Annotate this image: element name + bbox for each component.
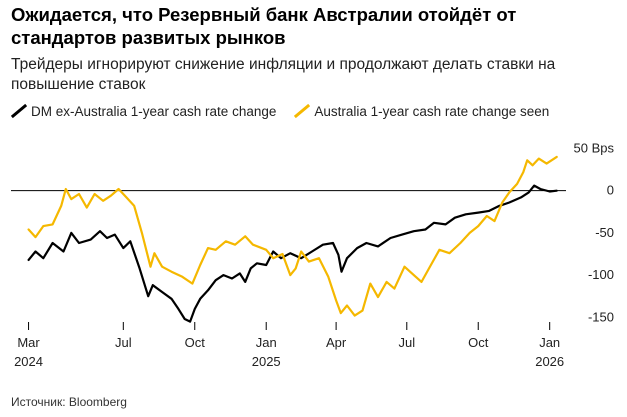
y-tick-label: -50 — [595, 225, 614, 240]
x-tick-label: Jul — [398, 335, 415, 350]
x-tick-label: Mar — [17, 335, 40, 350]
chart-title: Ожидается, что Резервный банк Австралии … — [11, 4, 517, 48]
x-tick-label: Oct — [468, 335, 489, 350]
chart-subtitle: Трейдеры игнорируют снижение инфляции и … — [11, 56, 556, 93]
legend-item-dm: DM ex-Australia 1-year cash rate change — [11, 103, 276, 119]
x-tick-label: Apr — [326, 335, 347, 350]
legend-swatch-dm — [11, 103, 27, 119]
x-tick-year-label: 2025 — [252, 354, 281, 369]
x-tick-year-label: 2026 — [535, 354, 564, 369]
series-line-dm — [27, 184, 558, 323]
x-tick-label: Oct — [185, 335, 206, 350]
series-line-australia — [27, 155, 558, 317]
y-tick-label: -150 — [588, 309, 614, 324]
x-tick-label: Jul — [115, 335, 132, 350]
legend: DM ex-Australia 1-year cash rate change … — [11, 100, 567, 122]
x-tick-label: Jan — [256, 335, 277, 350]
y-tick-label: 50 Bps — [574, 140, 615, 155]
legend-swatch-australia — [294, 103, 311, 119]
y-tick-label: 0 — [607, 183, 614, 198]
x-tick-year-label: 2024 — [14, 354, 43, 369]
source-note: Источник: Bloomberg — [11, 395, 127, 409]
legend-label-australia: Australia 1-year cash rate change seen — [314, 103, 550, 119]
y-tick-label: -100 — [588, 267, 614, 282]
legend-item-australia: Australia 1-year cash rate change seen — [294, 103, 549, 119]
legend-label-dm: DM ex-Australia 1-year cash rate change — [31, 103, 277, 119]
x-tick-label: Jan — [539, 335, 560, 350]
